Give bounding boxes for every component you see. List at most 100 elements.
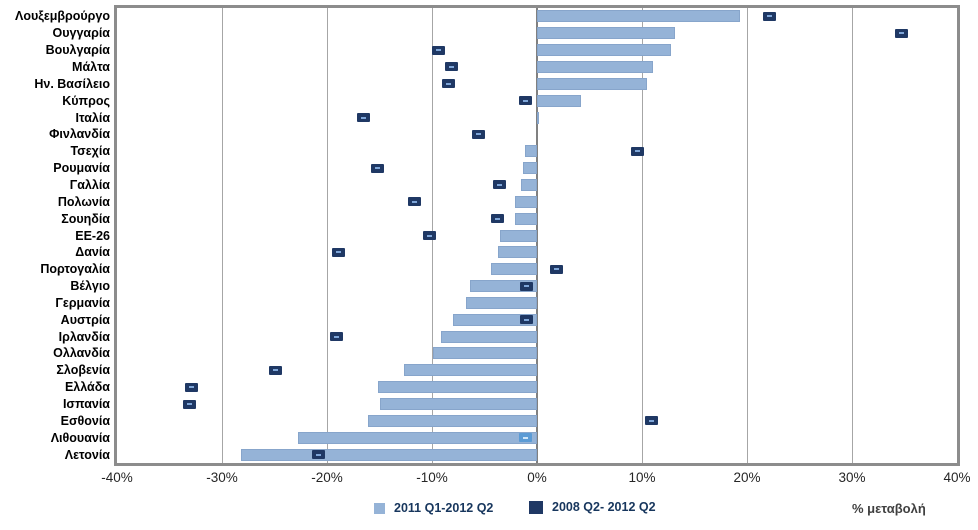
legend-item-2011: 2011 Q1-2012 Q2 [374,499,493,517]
marker-inner-dash [898,32,904,35]
category-label: Μάλτα [72,59,110,74]
marker-inner-dash [524,285,529,288]
category-axis-labels: Λουξεμβρούργο Ουγγαρία Βουλγαρία Μάλτα Ην. Β… [0,8,110,463]
category-label: Λιθουανία [50,430,110,445]
bar [537,44,672,57]
legend-item-2008: 2008 Q2- 2012 Q2 [529,498,656,516]
category-label: Αυστρία [60,312,110,327]
data-point-marker [423,231,437,240]
category-label: Ρουμανία [53,161,110,176]
data-point-marker [442,79,456,89]
bar [490,263,537,276]
marker-inner-dash [333,335,339,338]
category-label: Λουξεμβρούργο [15,9,110,24]
bar [240,448,537,461]
category-label: Γερμανία [55,295,110,310]
data-point-marker [329,332,343,342]
bar [521,178,537,191]
marker-inner-dash [496,183,502,186]
data-point-marker [492,180,506,190]
bar [514,195,537,208]
x-axis-title: % μεταβολή [852,501,926,516]
category-label: Βουλγαρία [45,43,110,58]
category-label: Ελλάδα [64,380,110,395]
x-tick-label: -40% [101,470,133,485]
bar [441,330,537,343]
category-label: Σουηδία [61,211,110,226]
marker-inner-dash [427,234,433,237]
gridline [326,8,328,463]
gridline [641,8,643,463]
marker-inner-dash [449,65,455,68]
x-tick-label: 40% [943,470,971,485]
category-label: Κύπρος [62,93,110,108]
data-point-marker [644,416,658,426]
marker-inner-dash [374,167,380,170]
data-point-marker [520,315,533,325]
gridline [851,8,853,463]
category-label: Ιταλία [75,110,111,125]
legend-swatch-point-series [529,500,543,514]
marker-inner-dash [273,369,279,372]
marker-inner-dash [336,251,342,254]
bar [465,296,537,309]
bar [297,431,537,444]
category-label: Δανία [75,245,110,260]
marker-inner-dash [494,217,500,220]
category-label: Φινλανδία [49,127,110,142]
data-point-marker [185,382,199,392]
data-point-marker [357,113,371,123]
bar [500,229,537,242]
bar [378,381,537,394]
bar [523,162,537,175]
marker-inner-dash [554,268,560,271]
category-label: Λετονία [64,447,110,462]
marker-inner-dash [475,133,481,136]
marker-inner-dash [316,453,322,456]
marker-inner-dash [411,200,417,203]
category-label: Πολωνία [57,194,110,209]
data-point-marker [471,129,485,139]
category-label: ΕΕ-26 [75,228,110,243]
data-point-marker [520,281,533,291]
marker-inner-dash [446,82,452,85]
data-point-marker [407,197,421,207]
data-point-marker [518,433,532,443]
category-label: Σλοβενία [56,363,110,378]
bar [379,398,537,411]
marker-inner-dash [361,116,367,119]
category-label: Πορτογαλία [40,262,110,277]
marker-inner-dash [635,150,641,153]
legend: 2011 Q1-2012 Q2 2008 Q2- 2012 Q2 [0,497,978,519]
legend-swatch-bar-series [374,502,385,514]
bar [433,347,537,360]
data-point-marker [182,399,196,409]
legend-label-bar-series: 2011 Q1-2012 Q2 [394,501,494,515]
gridline [746,8,748,463]
category-label: Ιρλανδία [58,329,110,344]
category-label: Τσεχία [70,144,110,159]
bar [537,27,675,40]
data-point-marker [332,247,346,257]
data-point-marker [312,450,326,460]
x-tick-label: -20% [311,470,343,485]
bar [537,111,540,124]
bar [537,10,740,23]
data-point-marker [370,163,384,173]
marker-inner-dash [524,318,529,321]
data-point-marker [550,264,564,274]
data-point-marker [269,365,283,375]
category-label: Ολλανδία [53,346,110,361]
legend-label-point-series: 2008 Q2- 2012 Q2 [552,500,656,514]
x-tick-label: 20% [733,470,761,485]
x-axis-tick-labels: -40% -30% -20% -10% 0% 10% 20% 30% 40% [0,466,978,486]
category-label: Ην. Βασίλειο [34,76,110,91]
data-point-marker [631,146,645,156]
bar [514,212,537,225]
marker-inner-dash [648,419,654,422]
bar [537,77,648,90]
marker-inner-dash [186,403,192,406]
marker-inner-dash [189,386,195,389]
data-point-marker [431,45,445,55]
